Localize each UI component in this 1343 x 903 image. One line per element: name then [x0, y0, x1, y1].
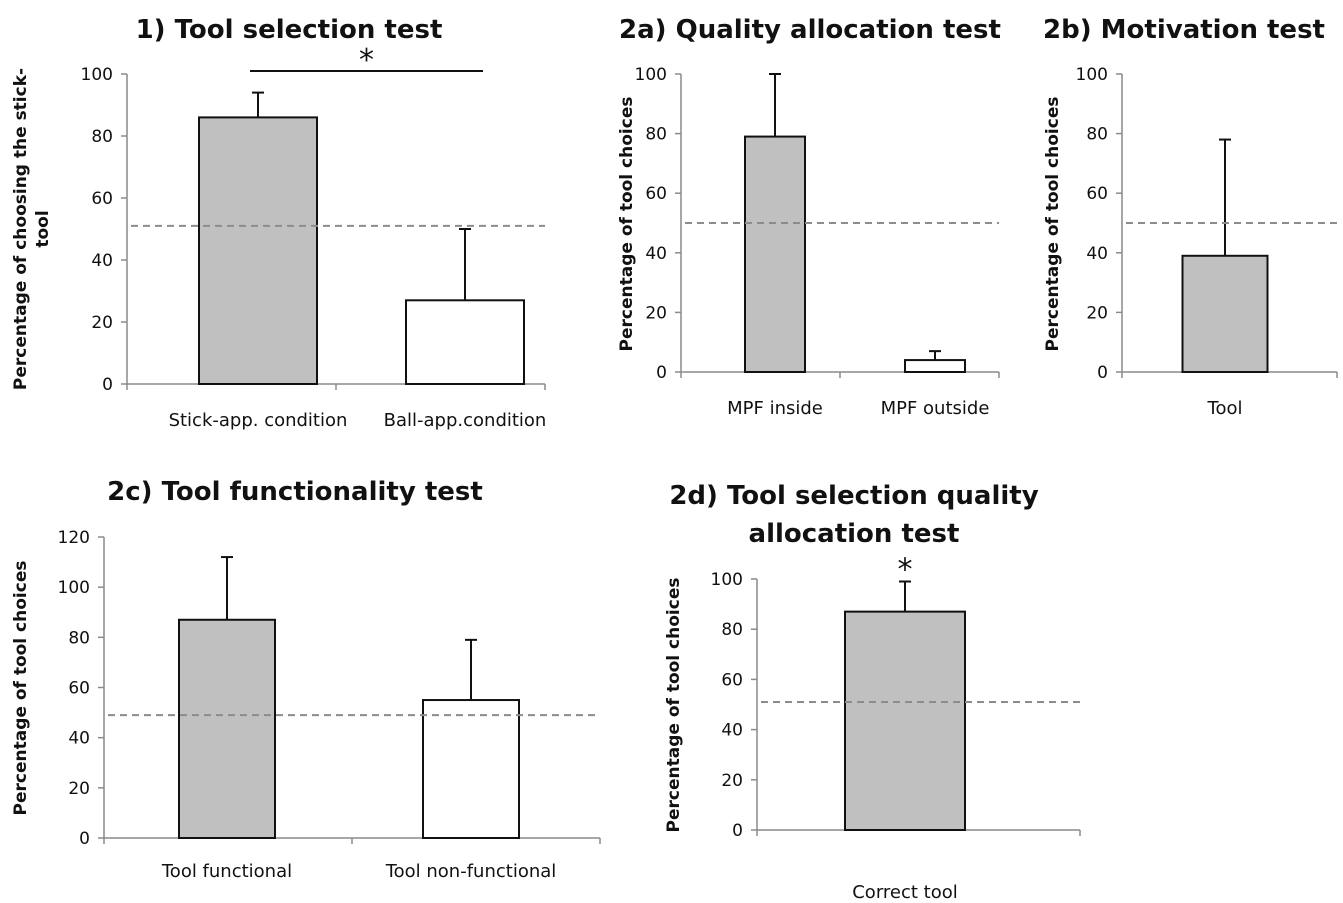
- y-tick-label: 60: [68, 679, 90, 699]
- y-tick-label: 80: [68, 628, 90, 648]
- significance-star: *: [898, 553, 913, 588]
- y-tick-label: 40: [1086, 244, 1108, 264]
- category-label: MPF outside: [881, 398, 990, 419]
- category-label: Stick-app. condition: [169, 410, 348, 431]
- y-tick-label: 20: [721, 771, 743, 791]
- chart-title: 1) Tool selection test: [136, 15, 443, 45]
- panel-3: 2b) Motivation test Percentage of tool ch…: [1043, 15, 1338, 419]
- y-tick-label: 80: [91, 127, 113, 147]
- y-tick-label: 40: [721, 721, 743, 741]
- chart-title: 2d) Tool selection quality: [669, 481, 1038, 511]
- y-tick-label: 80: [721, 620, 743, 640]
- y-tick-label: 80: [1086, 125, 1108, 145]
- y-axis-label: Percentage of tool choices: [1043, 97, 1063, 352]
- y-tick-label: 60: [721, 670, 743, 690]
- y-tick-label: 100: [58, 578, 90, 598]
- y-tick-label: 80: [645, 125, 667, 145]
- chart-title: 2a) Quality allocation test: [619, 15, 1001, 45]
- y-tick-label: 0: [1097, 363, 1108, 383]
- y-tick-label: 100: [635, 65, 667, 85]
- y-tick-label: 40: [645, 244, 667, 264]
- y-tick-label: 100: [1076, 65, 1108, 85]
- significance-star: *: [359, 43, 374, 78]
- y-axis-label: Percentage of tool choices: [11, 561, 31, 816]
- y-axis-label: tool: [33, 210, 53, 247]
- panel-1: 1) Tool selection test Percentage of choo…: [11, 15, 546, 431]
- category-label: Tool: [1207, 398, 1243, 419]
- y-tick-label: 20: [645, 303, 667, 323]
- y-axis-label: Percentage of tool choices: [617, 97, 637, 352]
- category-label: Tool functional: [161, 861, 292, 882]
- y-axis-label: Percentage of tool choices: [664, 578, 684, 833]
- bar: [405, 299, 525, 385]
- y-tick-label: 20: [91, 313, 113, 333]
- bar: [744, 135, 806, 373]
- panel-5: 2d) Tool selection quality allocation tes…: [664, 481, 1081, 903]
- bar: [178, 618, 276, 840]
- y-tick-label: 100: [711, 570, 743, 590]
- chart-title: 2b) Motivation test: [1043, 15, 1325, 45]
- y-tick-label: 100: [81, 65, 113, 85]
- panel-2: 2a) Quality allocation test Percentage of…: [617, 15, 1001, 419]
- bar: [1181, 254, 1269, 373]
- y-tick-label: 0: [79, 829, 90, 849]
- y-axis-label: Percentage of choosing the stick-: [11, 68, 31, 390]
- category-label: MPF inside: [727, 398, 823, 419]
- y-tick-label: 120: [58, 528, 90, 548]
- y-tick-label: 40: [91, 251, 113, 271]
- y-tick-label: 0: [102, 375, 113, 395]
- y-tick-label: 0: [732, 821, 743, 841]
- bar: [198, 116, 318, 386]
- y-tick-label: 40: [68, 729, 90, 749]
- y-tick-label: 60: [91, 189, 113, 209]
- bar: [422, 699, 520, 840]
- bar: [904, 359, 966, 373]
- y-tick-label: 60: [645, 184, 667, 204]
- chart-title: allocation test: [749, 519, 960, 549]
- y-tick-label: 60: [1086, 184, 1108, 204]
- chart-title: 2c) Tool functionality test: [107, 477, 483, 507]
- category-label: Ball-app.condition: [384, 410, 547, 431]
- y-tick-label: 20: [68, 779, 90, 799]
- bar: [844, 610, 966, 831]
- category-label: Tool non-functional: [385, 861, 557, 882]
- y-tick-label: 20: [1086, 303, 1108, 323]
- panel-4: 2c) Tool functionality test Percentage of…: [11, 477, 601, 882]
- y-tick-label: 0: [656, 363, 667, 383]
- category-label: Correct tool: [852, 882, 958, 903]
